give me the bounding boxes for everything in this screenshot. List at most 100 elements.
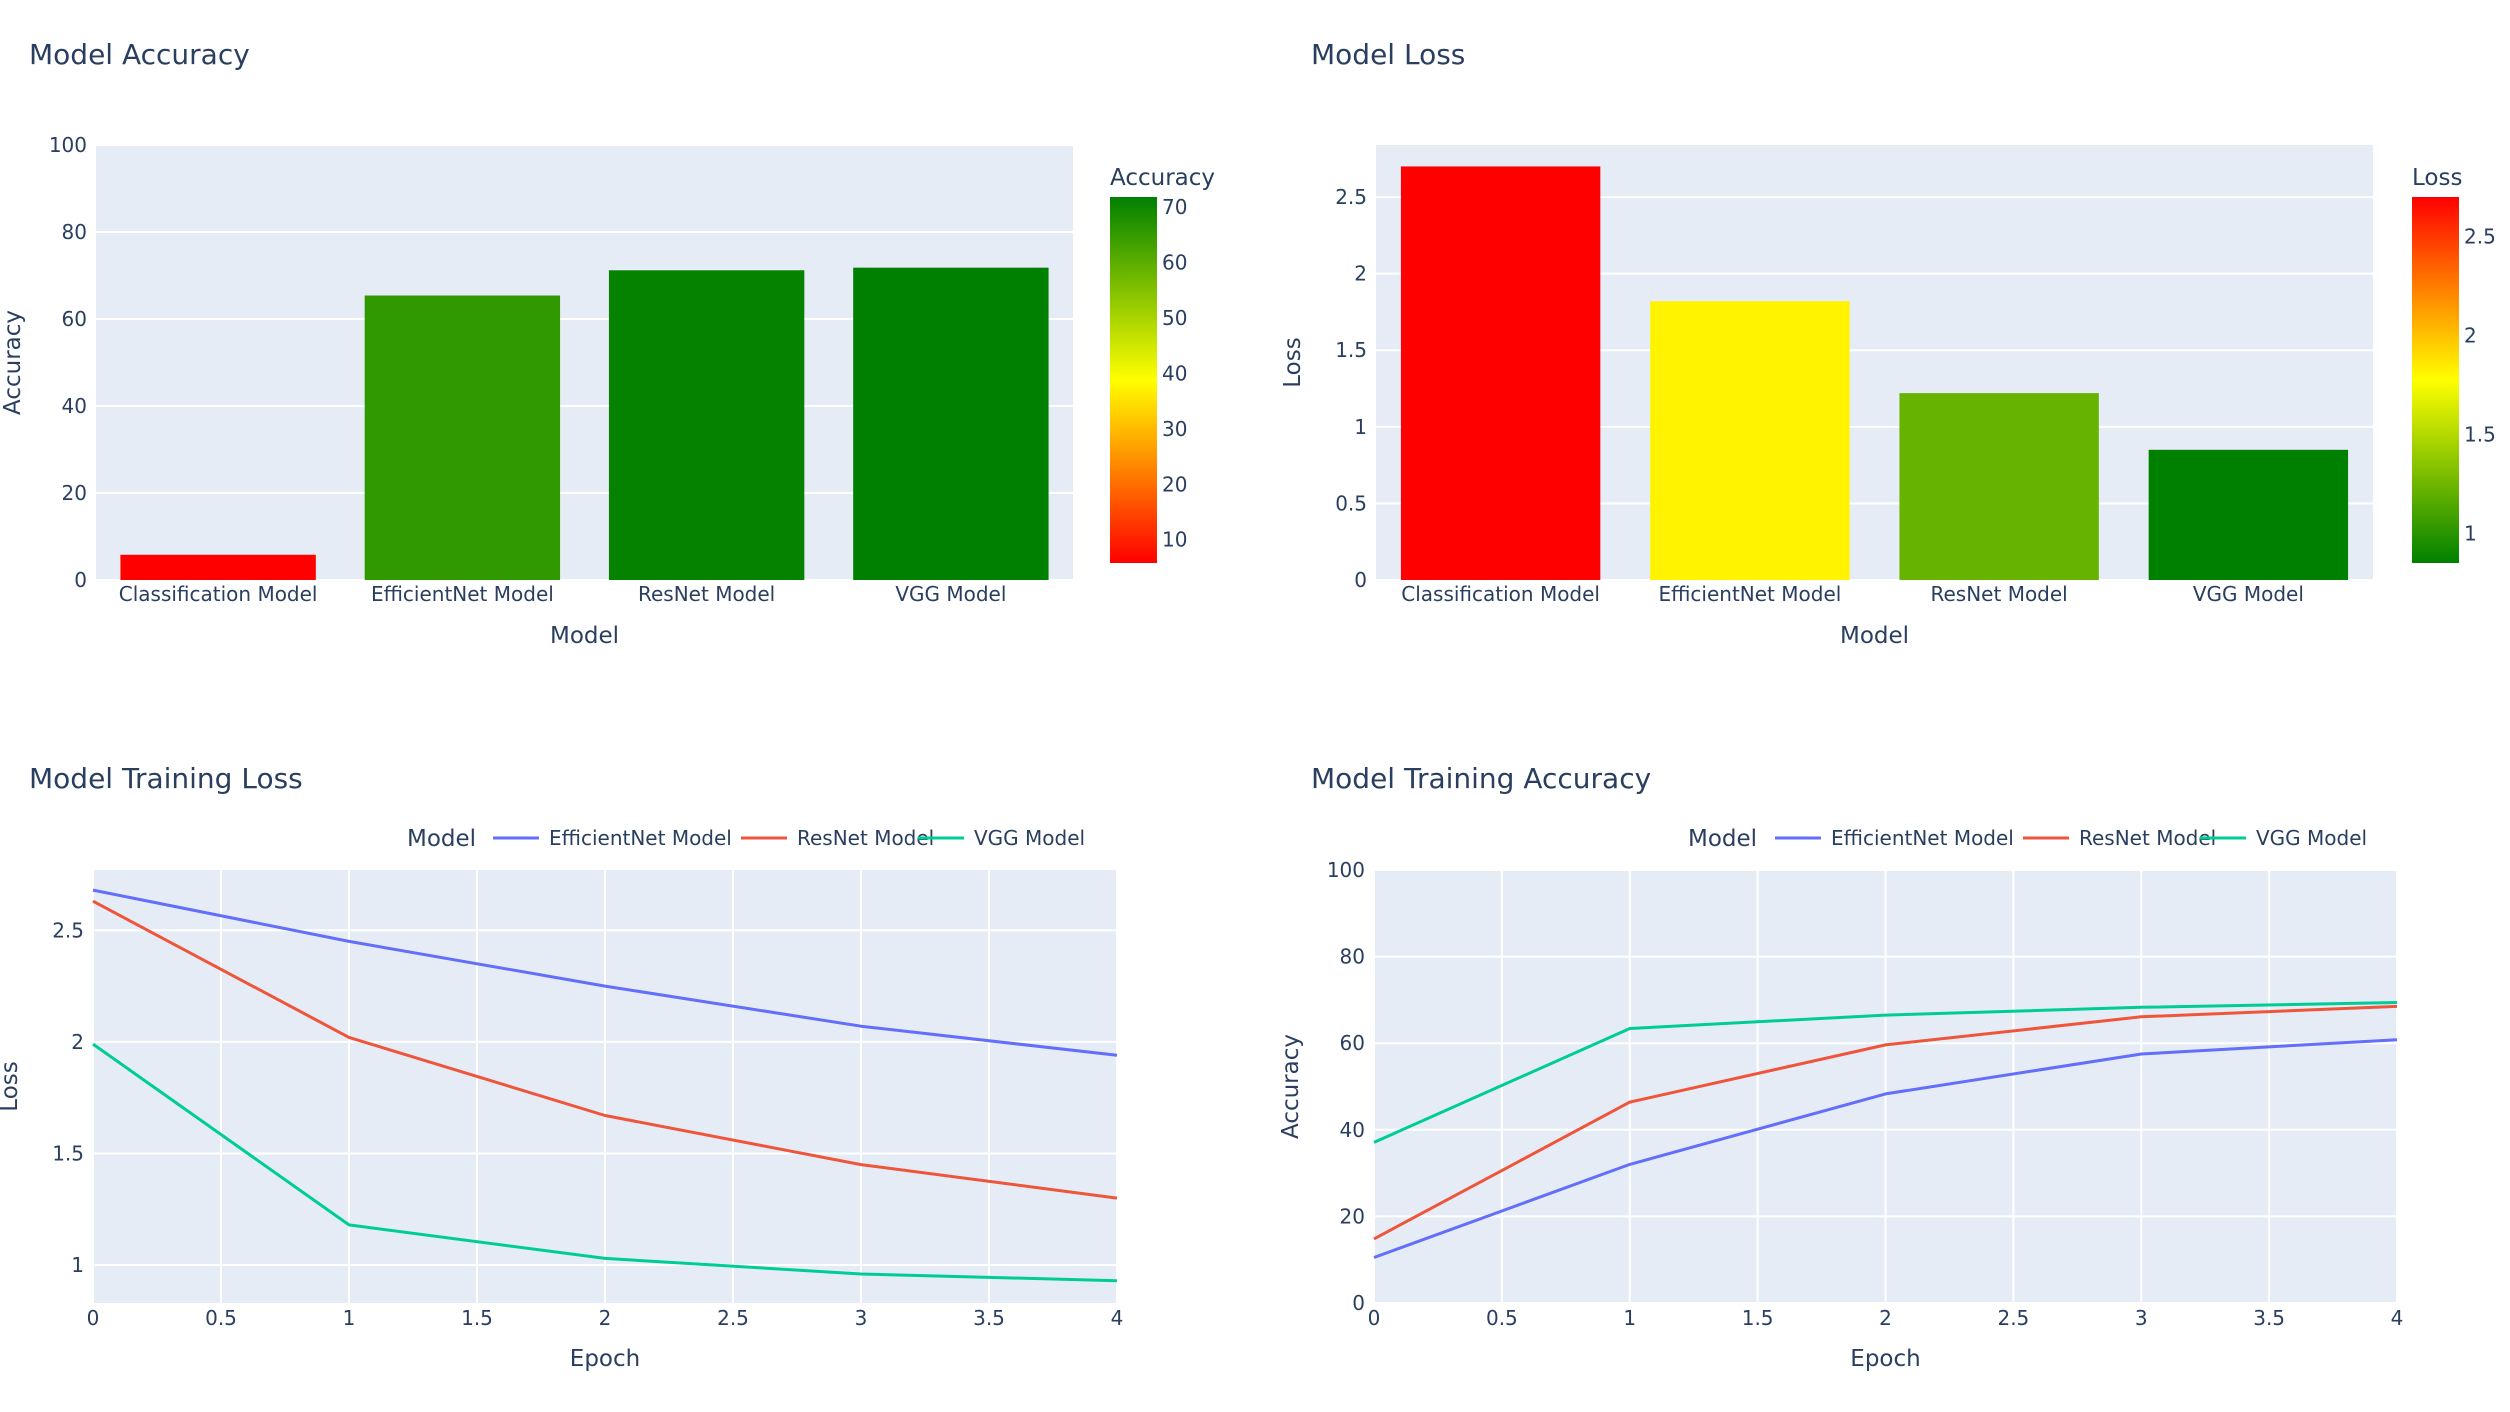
series-line-resnet-model <box>92 899 1118 1200</box>
x-tick-label: Classification Model <box>1401 582 1600 606</box>
x-tick-label: 3 <box>2135 1306 2148 1330</box>
colorbar-tick-label: 1.5 <box>2464 422 2496 446</box>
colorbar-tick-label: 30 <box>1162 417 1187 441</box>
bar-classification-model <box>120 554 316 580</box>
x-tick-label: ResNet Model <box>638 582 775 606</box>
x-tick-label: 0.5 <box>1486 1306 1518 1330</box>
chart-title: Model Accuracy <box>29 38 250 71</box>
colorbar-tick-label: 2 <box>2464 323 2477 347</box>
x-tick-label: 2.5 <box>1997 1306 2029 1330</box>
y-tick-label: 0 <box>1352 1291 1365 1315</box>
colorbar <box>1110 197 1157 563</box>
y-tick-label: 20 <box>1340 1204 1365 1228</box>
chart-title: Model Training Loss <box>29 762 303 795</box>
legend-title: Model <box>407 826 476 852</box>
chart-title: Model Training Accuracy <box>1311 762 1651 795</box>
x-tick-label: 1.5 <box>461 1306 493 1330</box>
y-tick-label: 1.5 <box>1335 338 1367 362</box>
legend-label-efficientnet-model: EfficientNet Model <box>549 826 732 850</box>
x-tick-label: 0.5 <box>205 1306 237 1330</box>
chart-loss: Model Loss 0 0.5 1 1.5 2 2.5 Loss Model Classific… <box>1280 38 2496 649</box>
x-tick-label: 2 <box>1879 1306 1892 1330</box>
y-tick-label: 60 <box>1340 1031 1365 1055</box>
bar-classification-model <box>1400 166 1601 580</box>
colorbar-title: Loss <box>2412 165 2462 191</box>
x-tick-label: 3.5 <box>2253 1306 2285 1330</box>
y-tick-label: 20 <box>62 481 87 505</box>
y-tick-label: 40 <box>62 394 87 418</box>
x-tick-label: ResNet Model <box>1931 582 2068 606</box>
x-tick-label: 1 <box>343 1306 356 1330</box>
bar-resnet-model <box>608 270 805 580</box>
legend: Model EfficientNet Model ResNet Model VGG M… <box>1688 826 2367 852</box>
y-tick-label: 2 <box>71 1030 84 1054</box>
chart-training-accuracy: Model Training Accuracy020406080100Accur… <box>1278 762 2403 1372</box>
y-tick-label: 2.5 <box>1335 185 1367 209</box>
x-axis-label: Model <box>550 623 619 649</box>
legend-label-vgg-model: VGG Model <box>2256 826 2367 850</box>
colorbar-tick-label: 70 <box>1162 195 1187 219</box>
x-tick-label: 1.5 <box>1742 1306 1774 1330</box>
chart-title: Model Loss <box>1311 38 1465 71</box>
chart-training-loss: Model Training Loss 1 1.5 2 2.5 Loss Epoch 0 0.5… <box>0 762 1123 1372</box>
colorbar <box>2412 197 2459 563</box>
x-tick-label: 0 <box>1368 1306 1381 1330</box>
bar-resnet-model <box>1899 393 2099 580</box>
y-tick-label: 2.5 <box>52 918 84 942</box>
y-tick-label: 1 <box>71 1253 84 1277</box>
colorbar-tick-label: 2.5 <box>2464 225 2496 249</box>
x-tick-label: VGG Model <box>895 582 1006 606</box>
legend-label-resnet-model: ResNet Model <box>797 826 934 850</box>
y-tick-label: 60 <box>62 307 87 331</box>
series-line-vgg-model <box>1373 1001 2398 1144</box>
y-tick-label: 1 <box>1354 415 1367 439</box>
colorbar-tick-label: 50 <box>1162 306 1187 330</box>
legend: Model EfficientNet Model ResNet Model VGG M… <box>407 826 1085 852</box>
x-tick-label: EfficientNet Model <box>371 582 554 606</box>
colorbar-tick-label: 20 <box>1162 472 1187 496</box>
x-axis-label: Epoch <box>1850 1346 1920 1372</box>
x-tick-label: 2 <box>599 1306 612 1330</box>
y-tick-label: 0 <box>74 568 87 592</box>
legend-label-efficientnet-model: EfficientNet Model <box>1831 826 2014 850</box>
colorbar-tick-label: 10 <box>1162 528 1187 552</box>
x-tick-label: 0 <box>87 1306 100 1330</box>
y-axis-label: Accuracy <box>1278 1034 1304 1139</box>
x-tick-label: 2.5 <box>717 1306 749 1330</box>
colorbar-title: Accuracy <box>1110 165 1215 191</box>
series-line-efficientnet-model <box>1373 1038 2398 1259</box>
bar-vgg-model <box>2148 449 2349 580</box>
series-line-efficientnet-model <box>92 888 1118 1057</box>
x-axis-label: Epoch <box>570 1346 640 1372</box>
colorbar-tick-label: 40 <box>1162 361 1187 385</box>
y-tick-label: 0.5 <box>1335 491 1367 515</box>
bar-efficientnet-model <box>364 295 561 580</box>
colorbar-tick-label: 1 <box>2464 521 2477 545</box>
x-tick-label: 4 <box>1111 1306 1124 1330</box>
bar-efficientnet-model <box>1650 301 1850 580</box>
series-line-vgg-model <box>92 1042 1118 1283</box>
x-tick-label: 4 <box>2391 1306 2404 1330</box>
y-tick-label: 80 <box>1340 945 1365 969</box>
y-tick-label: 1.5 <box>52 1141 84 1165</box>
y-tick-label: 40 <box>1340 1118 1365 1142</box>
y-tick-label: 2 <box>1354 262 1367 286</box>
legend-label-vgg-model: VGG Model <box>974 826 1085 850</box>
y-axis-label: Loss <box>1280 337 1306 387</box>
series-line-resnet-model <box>1373 1004 2398 1241</box>
x-tick-label: VGG Model <box>2193 582 2304 606</box>
chart-accuracy: Model Accuracy 0 20 40 60 80 100 Accuracy Model C… <box>0 38 1215 649</box>
colorbar-tick-label: 60 <box>1162 250 1187 274</box>
bar-vgg-model <box>853 267 1049 580</box>
y-tick-label: 80 <box>62 220 87 244</box>
y-axis-label: Loss <box>0 1061 23 1111</box>
y-axis-label: Accuracy <box>0 310 26 415</box>
x-tick-label: EfficientNet Model <box>1658 582 1841 606</box>
legend-title: Model <box>1688 826 1757 852</box>
y-tick-label: 100 <box>49 133 87 157</box>
y-tick-label: 100 <box>1327 858 1365 882</box>
y-tick-label: 0 <box>1354 568 1367 592</box>
x-tick-label: 1 <box>1623 1306 1636 1330</box>
